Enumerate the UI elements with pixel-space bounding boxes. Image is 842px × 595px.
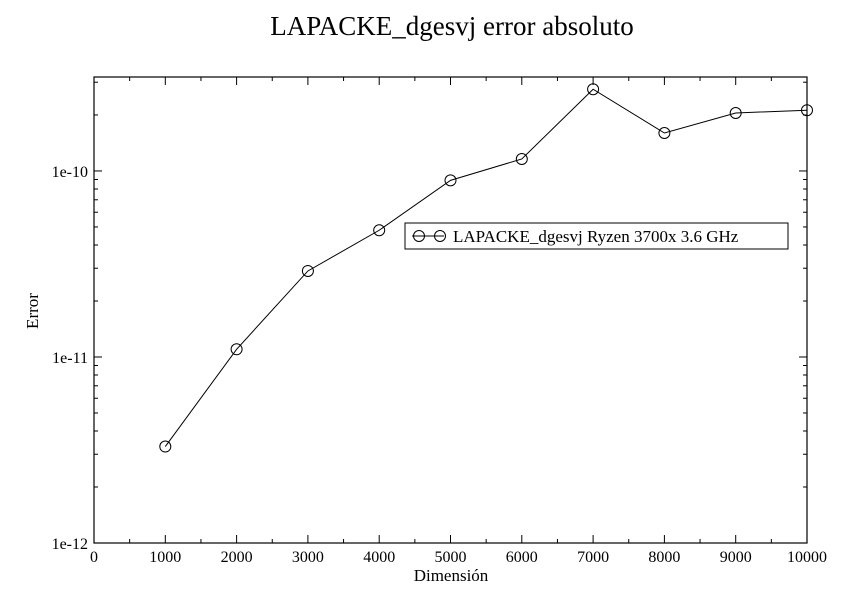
data-point-marker (515, 152, 528, 165)
data-point-marker (444, 174, 457, 187)
x-tick-label: 5000 (435, 549, 467, 566)
y-tick-label: 1e-12 (52, 536, 88, 553)
data-point-marker (587, 83, 600, 96)
x-tick-label: 2000 (221, 549, 253, 566)
data-point-marker (230, 343, 243, 356)
y-axis-label: Error (23, 293, 42, 329)
legend-label: LAPACKE_dgesvj Ryzen 3700x 3.6 GHz (453, 227, 739, 246)
data-point-marker (159, 440, 172, 453)
x-tick-label: 1000 (149, 549, 181, 566)
y-tick-label: 1e-11 (52, 350, 88, 367)
legend: LAPACKE_dgesvj Ryzen 3700x 3.6 GHz (404, 222, 789, 250)
data-point-marker (729, 106, 742, 119)
legend-marker-start (413, 230, 425, 242)
x-tick-label: 3000 (292, 549, 324, 566)
x-tick-label: 6000 (506, 549, 538, 566)
y-axis: 1e-12 1e-11 1e-10 (52, 81, 807, 553)
series-layer (159, 83, 813, 453)
data-point-marker (301, 264, 314, 277)
x-tick-label: 8000 (648, 549, 680, 566)
x-axis: 0 1000 2000 3000 4000 5000 6000 7000 8000 9000 100… (90, 77, 827, 566)
data-point-marker (801, 104, 813, 117)
plot-frame (93, 76, 808, 544)
data-point-marker (373, 224, 386, 237)
x-tick-label: 7000 (577, 549, 609, 566)
data-point-marker (658, 126, 671, 139)
x-tick-label: 9000 (720, 549, 752, 566)
x-tick-label: 10000 (787, 549, 827, 566)
legend-marker-end (434, 230, 446, 242)
y-tick-label: 1e-10 (52, 164, 88, 181)
x-tick-label: 4000 (363, 549, 395, 566)
legend-box (404, 222, 789, 250)
chart-title: LAPACKE_dgesvj error absoluto (270, 11, 633, 41)
series-line (164, 88, 808, 447)
x-tick-label: 0 (90, 549, 98, 566)
x-axis-label: Dimensión (414, 566, 489, 585)
